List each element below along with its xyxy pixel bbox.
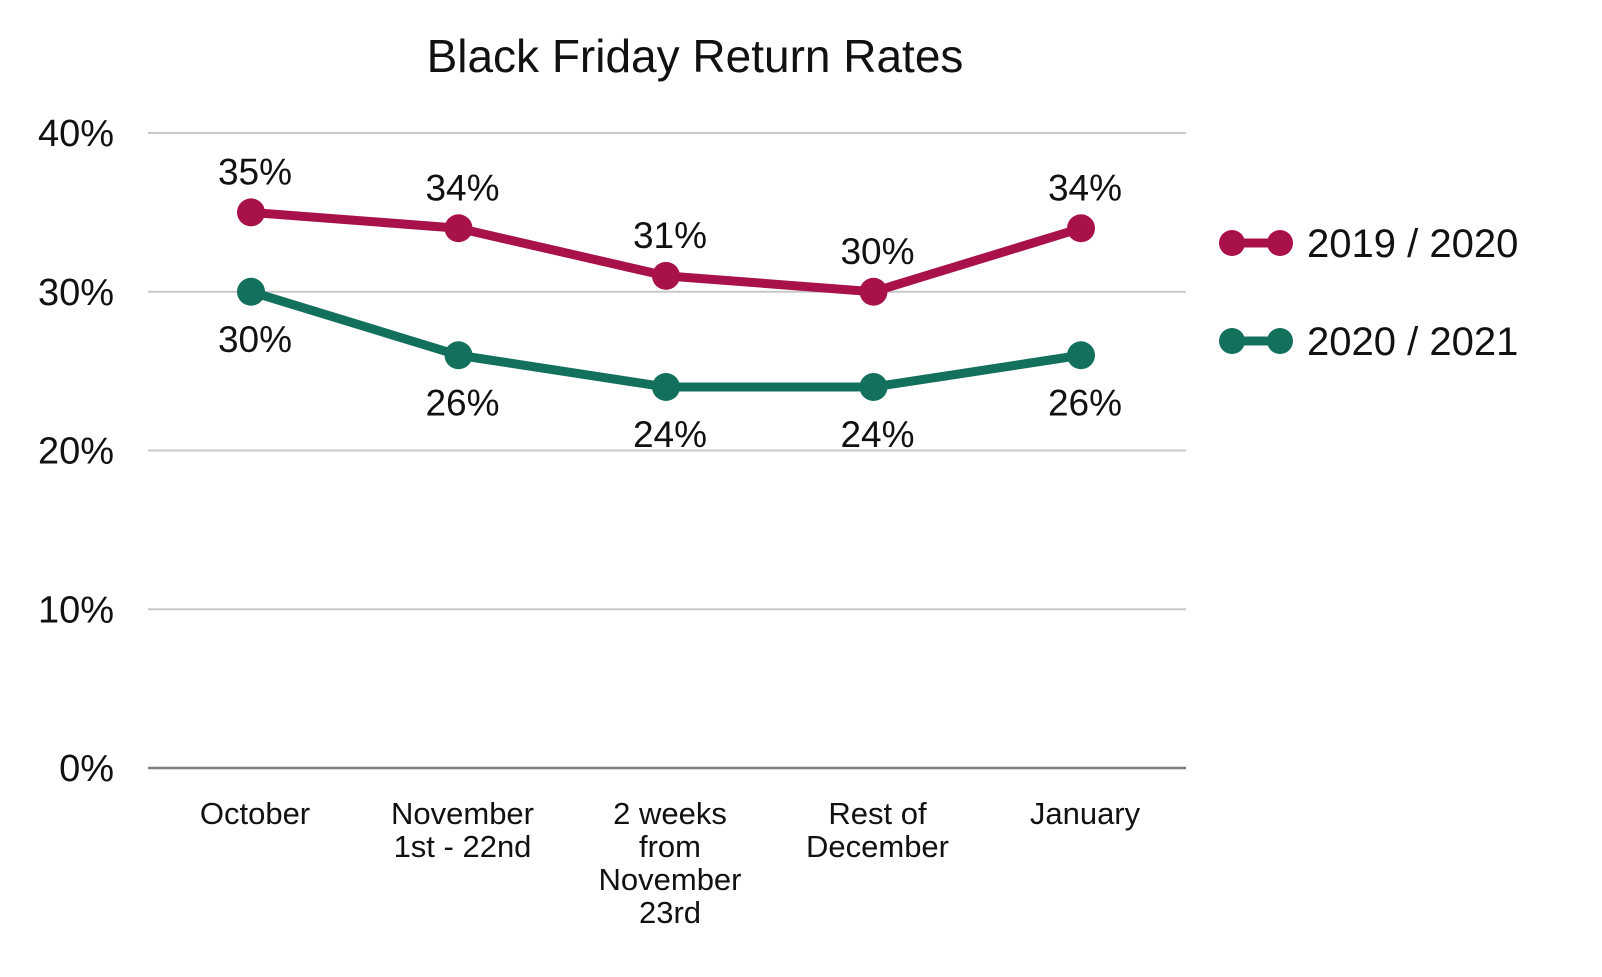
legend-marker	[1267, 230, 1293, 256]
legend-marker	[1219, 328, 1245, 354]
data-label: 35%	[218, 151, 292, 192]
series-group: 35% 34% 31% 30% 34% 30% 26% 24% 24% 26%	[218, 151, 1122, 455]
legend: 2019 / 2020 2020 / 2021	[1219, 222, 1518, 364]
data-point	[444, 214, 473, 243]
x-tick-label: October	[200, 796, 310, 831]
data-label: 24%	[840, 414, 914, 455]
legend-label: 2019 / 2020	[1307, 222, 1518, 266]
series-1: 35% 34% 31% 30% 34%	[218, 151, 1122, 306]
data-label: 31%	[633, 215, 707, 256]
y-tick-label: 20%	[38, 431, 114, 473]
series-2: 30% 26% 24% 24% 26%	[218, 277, 1122, 455]
data-label: 24%	[633, 414, 707, 455]
x-tick-label: 2 weeks from November 23rd	[599, 796, 742, 930]
data-point	[237, 277, 265, 306]
data-label: 34%	[1048, 167, 1122, 208]
legend-marker	[1267, 328, 1293, 354]
data-point	[652, 261, 680, 290]
x-tick-label: January	[1030, 796, 1141, 831]
data-label: 30%	[218, 319, 292, 360]
data-label: 26%	[1048, 382, 1122, 423]
y-tick-label: 30%	[38, 272, 114, 314]
legend-marker	[1219, 230, 1245, 256]
x-tick-label: November 1st - 22nd	[391, 796, 534, 864]
series-line	[246, 287, 1086, 392]
legend-label: 2020 / 2021	[1307, 320, 1518, 364]
data-point	[444, 341, 473, 370]
data-label: 26%	[425, 382, 499, 423]
legend-item: 2019 / 2020	[1219, 222, 1518, 266]
data-point	[1067, 341, 1095, 370]
y-tick-label: 0%	[59, 748, 114, 790]
x-tick-label: Rest of December	[806, 796, 949, 864]
y-tick-label: 10%	[38, 589, 114, 631]
y-axis-ticks: 0% 10% 20% 30% 40%	[38, 113, 114, 790]
data-point	[237, 198, 265, 227]
data-point	[1067, 214, 1095, 243]
y-tick-label: 40%	[38, 113, 114, 155]
data-point	[652, 373, 680, 401]
data-label: 30%	[840, 231, 914, 272]
chart-title: Black Friday Return Rates	[427, 30, 964, 82]
data-point	[859, 373, 888, 401]
data-label: 34%	[425, 167, 499, 208]
gridlines	[148, 132, 1186, 770]
data-point	[859, 277, 888, 306]
x-axis-ticks: October November 1st - 22nd 2 weeks from Nove…	[200, 796, 1141, 930]
legend-item: 2020 / 2021	[1219, 320, 1518, 364]
